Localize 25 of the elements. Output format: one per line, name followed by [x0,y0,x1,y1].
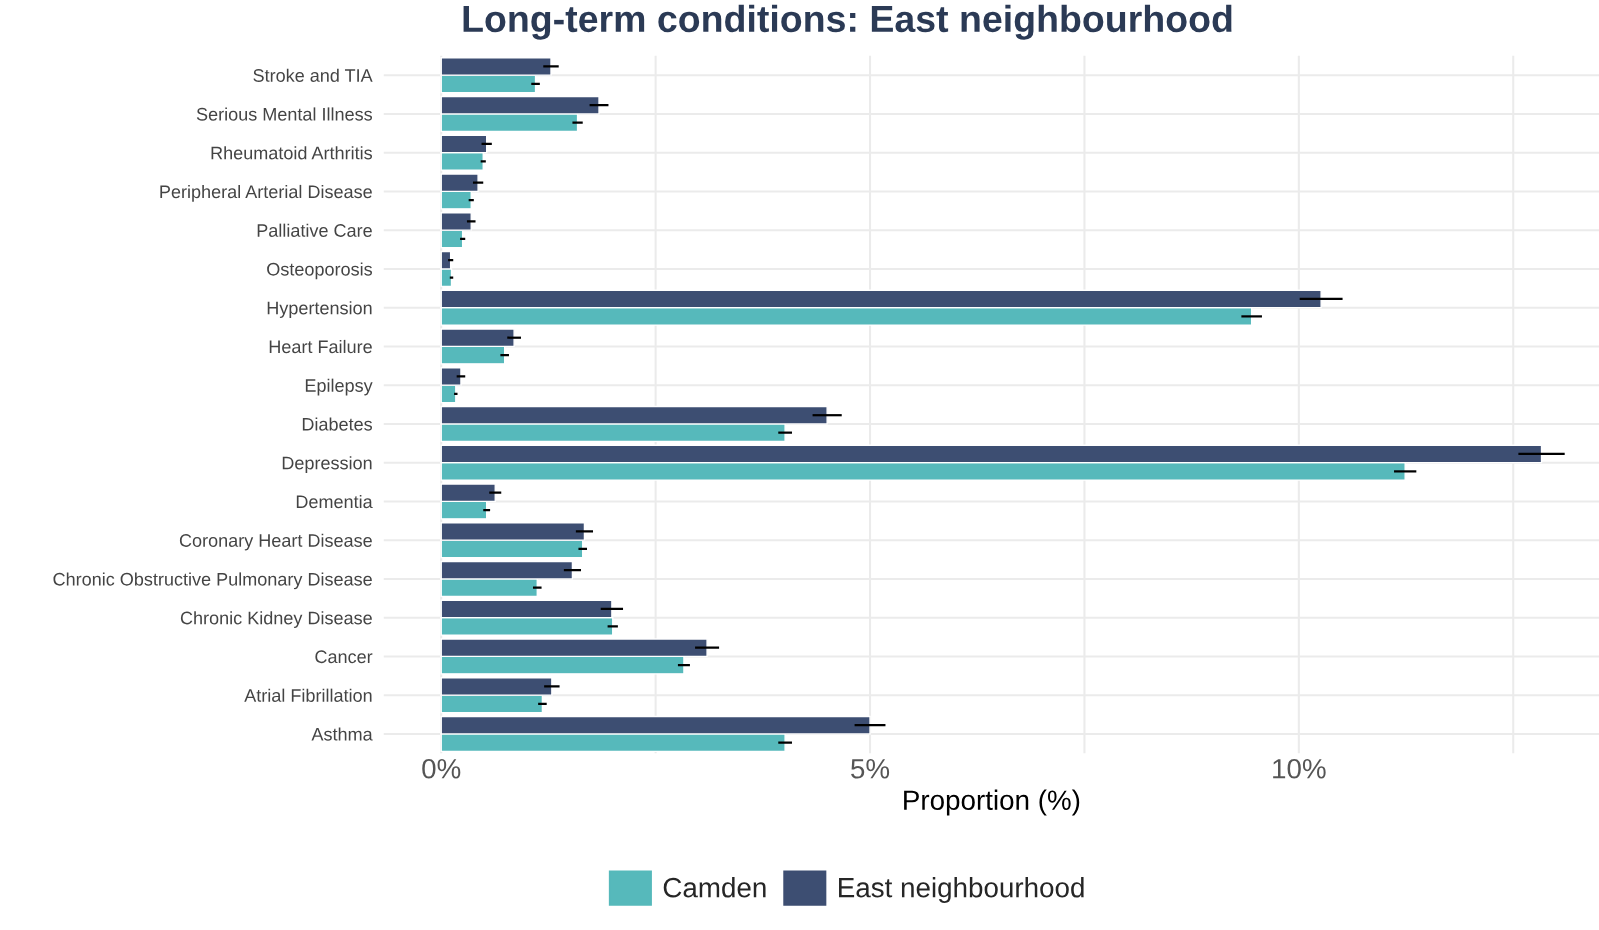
chart-title: Long-term conditions: East neighbourhood [463,4,1232,40]
y-tick-label: Heart Failure [269,339,372,354]
y-tick-label: Chronic Obstructive Pulmonary Disease [53,572,372,590]
y-tick-label: Atrial Fibrillation [244,688,372,702]
legend-label: East neighbourhood [839,877,1084,903]
x-axis-title: Proportion (%) [904,789,1080,816]
y-tick-label: Hypertension [267,301,372,318]
y-tick-label: Dementia [296,494,373,509]
y-tick-label: Peripheral Arterial Disease [160,184,372,202]
y-tick-label: Cancer [315,650,373,664]
y-tick-label: Diabetes [302,417,372,431]
y-tick-label: Osteoporosis [267,262,372,280]
y-tick-label: Serious Mental Illness [196,107,373,121]
y-tick-label: Stroke and TIA [253,68,373,82]
x-tick-label: 0% [422,758,461,779]
y-tick-label: Coronary Heart Disease [179,533,372,551]
y-tick-label: Epilepsy [305,378,373,396]
x-tick-label: 10% [1273,758,1326,779]
y-tick-label: Palliative Care [257,223,372,237]
legend-label: Camden [663,877,766,898]
y-tick-label: Asthma [311,727,373,741]
y-tick-label: Depression [282,456,372,473]
y-tick-label: Chronic Kidney Disease [180,611,372,628]
y-tick-label: Rheumatoid Arthritis [211,146,373,160]
x-tick-label: 5% [851,759,890,779]
